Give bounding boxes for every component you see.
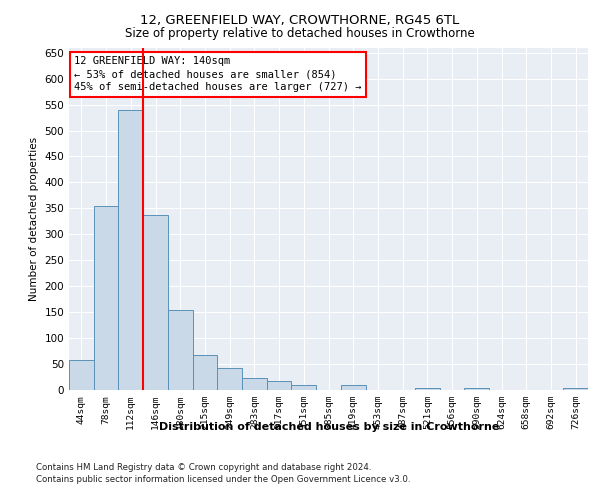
Bar <box>267 380 292 390</box>
Bar <box>563 388 588 390</box>
Bar <box>193 354 217 390</box>
Bar <box>292 385 316 390</box>
Text: Distribution of detached houses by size in Crowthorne: Distribution of detached houses by size … <box>158 422 499 432</box>
Bar <box>217 368 242 390</box>
Text: Contains public sector information licensed under the Open Government Licence v3: Contains public sector information licen… <box>36 475 410 484</box>
Bar <box>242 378 267 390</box>
Bar <box>69 360 94 390</box>
Bar <box>168 310 193 390</box>
Bar <box>415 388 440 390</box>
Text: 12, GREENFIELD WAY, CROWTHORNE, RG45 6TL: 12, GREENFIELD WAY, CROWTHORNE, RG45 6TL <box>140 14 460 27</box>
Bar <box>94 206 118 390</box>
Y-axis label: Number of detached properties: Number of detached properties <box>29 136 39 301</box>
Text: Size of property relative to detached houses in Crowthorne: Size of property relative to detached ho… <box>125 28 475 40</box>
Text: 12 GREENFIELD WAY: 140sqm
← 53% of detached houses are smaller (854)
45% of semi: 12 GREENFIELD WAY: 140sqm ← 53% of detac… <box>74 56 362 92</box>
Bar <box>143 214 168 390</box>
Bar <box>341 386 365 390</box>
Text: Contains HM Land Registry data © Crown copyright and database right 2024.: Contains HM Land Registry data © Crown c… <box>36 462 371 471</box>
Bar <box>118 110 143 390</box>
Bar <box>464 388 489 390</box>
